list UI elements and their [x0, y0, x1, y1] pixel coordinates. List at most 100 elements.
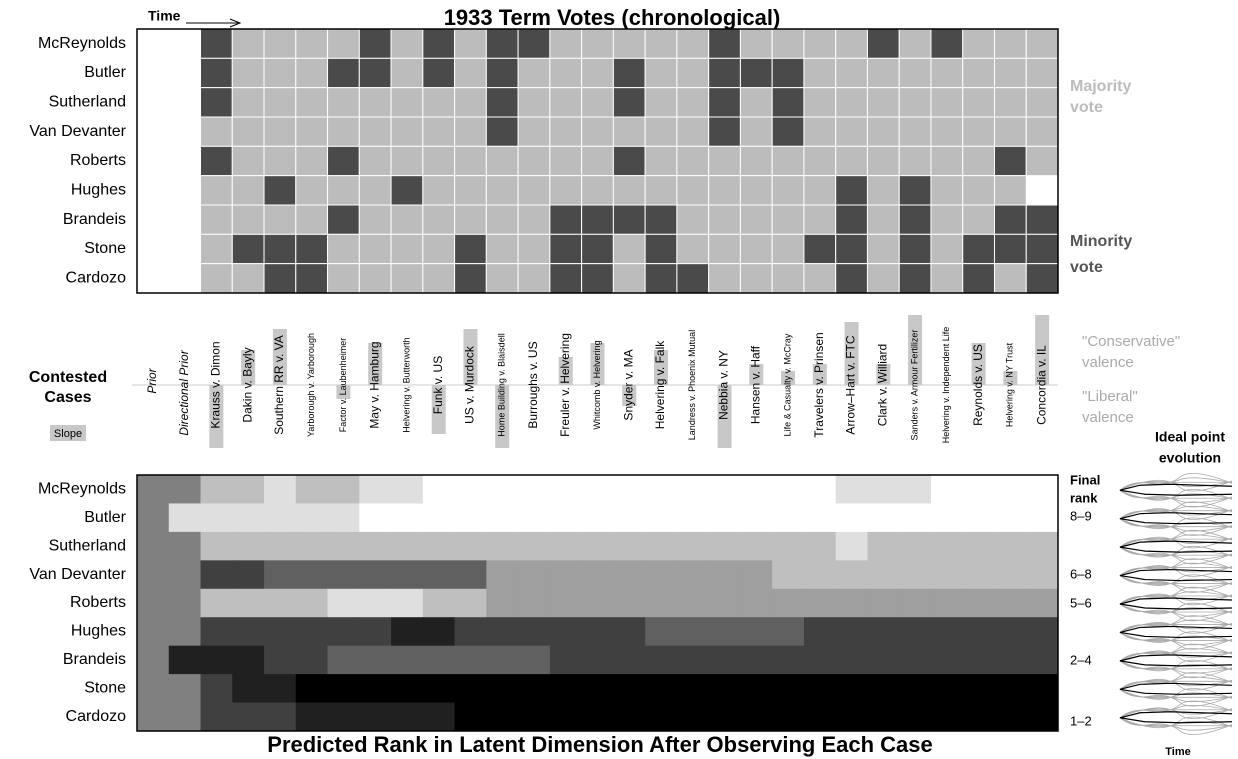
sparkline: [1119, 586, 1233, 622]
justice-label: McReynolds: [38, 35, 126, 52]
vote-cell: [422, 263, 456, 294]
vote-cell: [549, 204, 583, 235]
slope-box: [209, 385, 224, 448]
vote-cell: [835, 28, 868, 59]
rank-cell: [803, 475, 837, 504]
vote-cell: [708, 204, 741, 235]
rank-cell: [645, 475, 678, 504]
rank-cell: [803, 645, 837, 675]
final-rank: 8–9: [1070, 508, 1092, 523]
rank-cell: [772, 475, 805, 504]
vote-cell: [422, 145, 456, 177]
vote-cell: [708, 263, 741, 294]
rank-cell: [168, 617, 202, 647]
slope-legend-box: [50, 425, 86, 441]
rank-cell: [327, 503, 360, 533]
vote-cell: [898, 145, 932, 177]
vote-cell: [517, 233, 551, 265]
vote-cell: [739, 263, 773, 294]
case-label: Helvering v. Butterworth: [401, 337, 411, 432]
rank-cell: [454, 588, 487, 618]
vote-cell: [358, 116, 392, 147]
vote-cell: [771, 116, 805, 147]
sparkline-main: [1119, 512, 1233, 525]
rank-cell: [549, 588, 583, 618]
rank-cell: [930, 617, 964, 647]
vote-cell: [231, 263, 265, 294]
rank-cell: [613, 475, 646, 504]
rank-cell: [645, 617, 678, 647]
sparkline: [1119, 477, 1233, 504]
rank-cell: [613, 531, 646, 561]
rank-cell: [391, 617, 424, 647]
vote-cell: [739, 204, 773, 235]
vote-cell: [771, 204, 805, 235]
rank-cell: [422, 475, 456, 504]
valence-label: "Liberal": [1082, 388, 1138, 405]
rank-cell: [295, 617, 329, 647]
rank-cell: [486, 674, 519, 704]
rank-cell: [835, 645, 868, 675]
slope-box: [812, 364, 827, 385]
rank-cell: [962, 617, 995, 647]
rank-cell: [327, 702, 360, 732]
case-label: Concordia v. IL: [1034, 345, 1048, 425]
vote-cell: [803, 87, 837, 118]
justice-label: Brandeis: [63, 211, 126, 228]
sparkline: [1119, 704, 1233, 731]
rank-cell: [994, 560, 1027, 590]
vote-cell: [612, 116, 646, 147]
rank-cell: [549, 560, 583, 590]
minority-label: vote: [1070, 259, 1103, 276]
rank-cell: [454, 560, 487, 590]
slope-box: [241, 350, 256, 385]
rank-cell: [137, 588, 170, 618]
vote-cell: [930, 204, 964, 235]
vote-frame: [136, 28, 1059, 294]
justice-label: Brandeis: [63, 651, 126, 668]
sparkline: [1119, 505, 1233, 532]
rank-cell: [232, 674, 265, 704]
rank-cell: [994, 645, 1027, 675]
case-label: Southern RR v. VA: [272, 335, 286, 435]
rank-cell: [264, 503, 297, 533]
rank-cell: [200, 475, 233, 504]
vote-cell: [517, 57, 551, 89]
vote-cell: [231, 175, 265, 206]
vote-cell: [327, 87, 360, 118]
majority-label: vote: [1070, 99, 1103, 116]
vote-cell: [708, 145, 741, 177]
vote-cell: [263, 57, 297, 89]
vote-cell: [739, 175, 773, 206]
rank-cell: [137, 617, 170, 647]
vote-cell: [866, 116, 900, 147]
final-rank-title: rank: [1070, 490, 1098, 505]
rank-cell: [422, 645, 456, 675]
vote-cell: [676, 116, 710, 147]
vote-cell: [200, 233, 233, 265]
sparkline: [1119, 615, 1233, 650]
rank-cell: [168, 560, 202, 590]
vote-cell: [295, 175, 329, 206]
rank-cell: [930, 674, 964, 704]
slope-box: [272, 329, 287, 385]
vote-cell: [263, 175, 297, 206]
rank-cell: [232, 503, 265, 533]
vote-cell: [422, 87, 456, 118]
final-rank: 1–2: [1070, 713, 1092, 728]
vote-cell: [517, 116, 551, 147]
rank-cell: [676, 531, 710, 561]
rank-cell: [359, 645, 392, 675]
rank-cell: [518, 560, 551, 590]
vote-cell: [263, 28, 297, 59]
vote-cell: [1025, 116, 1059, 147]
slope-box: [908, 315, 923, 385]
rank-cell: [613, 617, 646, 647]
vote-cell: [581, 145, 614, 177]
rank-cell: [327, 674, 360, 704]
justice-label: Hughes: [71, 623, 126, 640]
vote-cell: [358, 204, 392, 235]
rank-cell: [1026, 617, 1059, 647]
vote-cell: [866, 28, 900, 59]
slope-box: [495, 385, 510, 448]
